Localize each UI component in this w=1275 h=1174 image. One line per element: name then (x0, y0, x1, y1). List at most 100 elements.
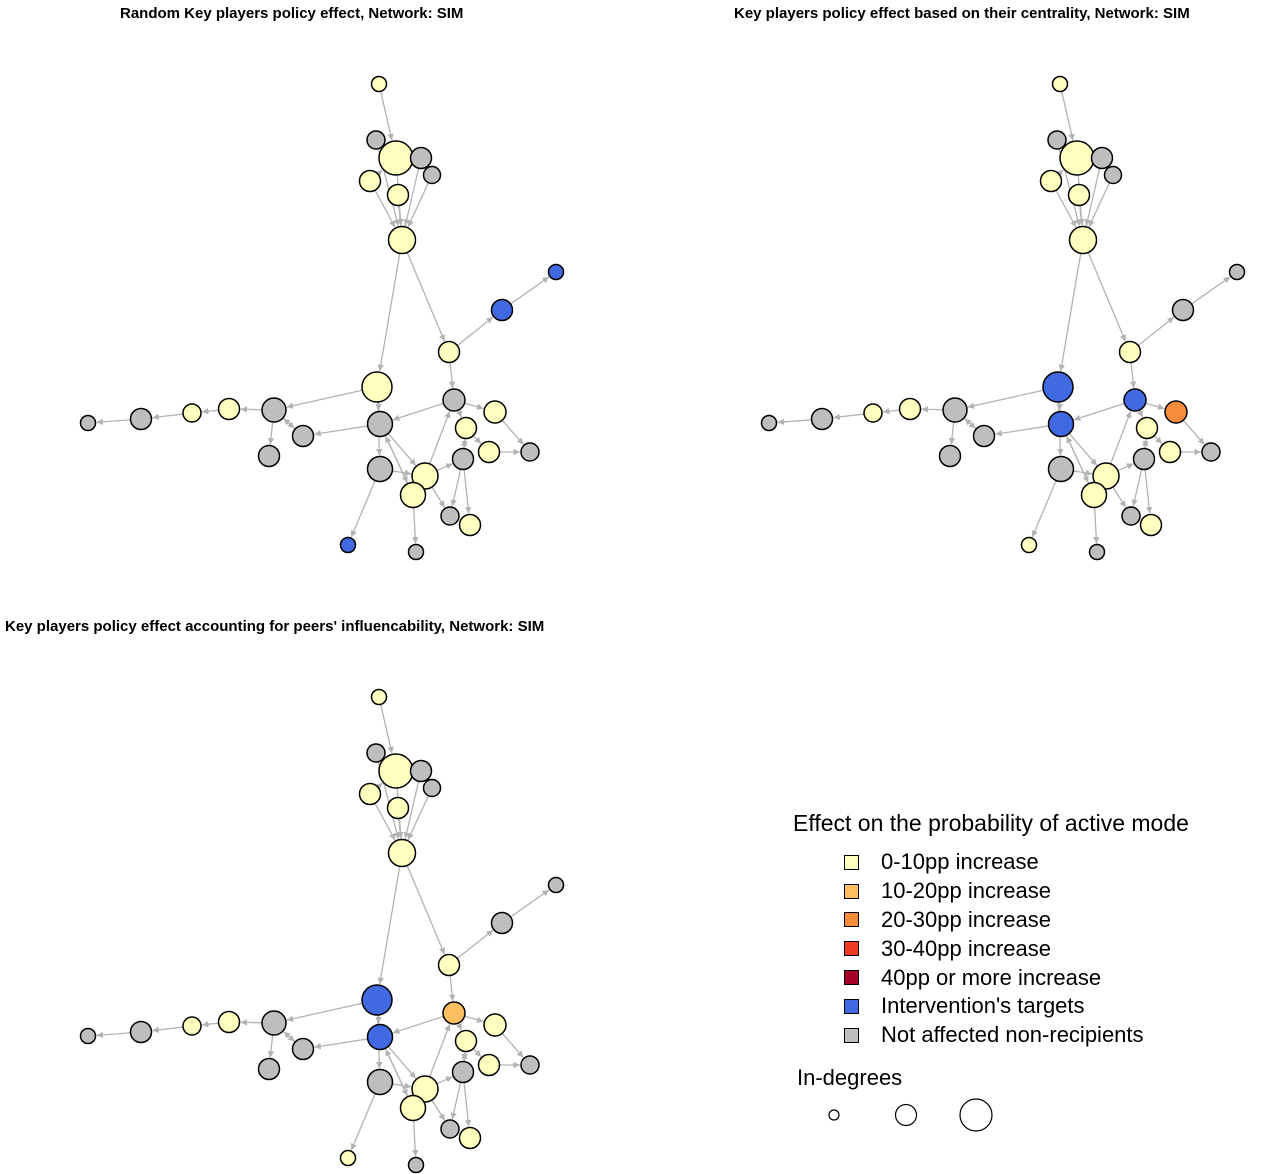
network-edge (375, 1014, 382, 1024)
network-node (409, 759, 433, 783)
network-node (1201, 442, 1221, 462)
network-node (1047, 410, 1075, 438)
network-node (366, 130, 386, 150)
network-edge (464, 1015, 484, 1023)
panel-title-random: Random Key players policy effect, Networ… (120, 5, 464, 22)
network-edge (385, 1048, 409, 1097)
network-node (366, 1023, 394, 1051)
legend-swatch-5 (844, 998, 859, 1014)
network-edge (436, 463, 453, 472)
network-node (898, 397, 922, 421)
network-node (1164, 400, 1188, 424)
color-legend-title: Effect on the probability of active mode (793, 810, 1189, 836)
network-edge (1144, 469, 1153, 514)
legend-label: 30-40pp increase (881, 935, 1052, 961)
network-node (386, 183, 410, 207)
network-node (261, 1010, 287, 1036)
legend-swatch-6 (844, 1027, 859, 1043)
network-edge (472, 1048, 482, 1058)
network-edge (406, 865, 446, 955)
network-node (437, 340, 461, 364)
network-node (411, 462, 439, 490)
network-node (370, 688, 388, 706)
network-edge (380, 91, 394, 141)
network-edge (455, 409, 463, 418)
network-edge (1056, 169, 1064, 177)
network-node (451, 447, 475, 471)
network-node (942, 397, 968, 423)
legend-swatch-3 (844, 941, 859, 957)
network-edge (375, 401, 382, 411)
network-edge (455, 1022, 463, 1031)
network-node (1067, 183, 1091, 207)
network-edge (350, 480, 376, 538)
network-edge (463, 469, 472, 514)
network-edge (436, 1076, 453, 1085)
network-node (1103, 165, 1123, 185)
network-edge (1136, 409, 1144, 418)
network-node (407, 543, 425, 561)
network-panel-0 (79, 75, 565, 561)
network-edge (411, 1120, 419, 1157)
network-node (938, 444, 962, 468)
network-edge (1112, 486, 1127, 508)
network-edge (1131, 469, 1143, 507)
network-node (361, 371, 393, 403)
network-edge (407, 182, 430, 228)
network-node (366, 410, 394, 438)
network-node (422, 778, 442, 798)
size-legend-medium-circle (894, 1103, 918, 1127)
network-edge (1084, 168, 1101, 227)
network-edge (392, 402, 444, 421)
network-node (1047, 130, 1067, 150)
network-node (1135, 416, 1159, 440)
network-edge (1137, 316, 1175, 346)
network-edge (833, 413, 865, 421)
network-edge (403, 168, 420, 227)
network-edge (374, 189, 396, 228)
network-edge (96, 1031, 131, 1039)
network-edge (374, 802, 396, 841)
network-node (1042, 371, 1074, 403)
network-node (378, 753, 414, 789)
network-edge (472, 435, 482, 445)
network-edge (1129, 362, 1137, 389)
panel-title-influencability: Key players policy effect accounting for… (5, 618, 545, 635)
network-edge (377, 253, 401, 372)
network-panel-1 (760, 75, 1246, 561)
network-node (411, 1075, 439, 1103)
network-edge (1182, 419, 1205, 445)
legend-swatch-0 (844, 854, 859, 870)
network-edge (777, 418, 812, 426)
network-edge (1087, 252, 1127, 342)
network-node (477, 440, 501, 464)
network-node (1139, 513, 1163, 537)
network-edge (406, 252, 446, 342)
network-edge (501, 1032, 524, 1058)
network-node (760, 414, 778, 432)
legend-label: 10-20pp increase (881, 878, 1052, 904)
network-node (1092, 462, 1120, 490)
network-node (442, 1001, 466, 1025)
network-node (490, 911, 514, 935)
network-edge (267, 421, 275, 445)
network-edge (1191, 276, 1231, 305)
network-edge (201, 407, 219, 415)
network-edge (1073, 402, 1125, 421)
network-node (182, 1016, 202, 1036)
network-node (1132, 447, 1156, 471)
network-node (1228, 263, 1246, 281)
legend-label: Not affected non-recipients (881, 1022, 1144, 1048)
network-edge (392, 1082, 412, 1090)
network-node (339, 1149, 357, 1167)
network-edge (411, 507, 419, 544)
legend-item: Intervention's targets (844, 992, 1144, 1021)
network-edge (1142, 439, 1149, 449)
network-node (1059, 140, 1095, 176)
network-edge (461, 439, 468, 449)
legend-item: 20-30pp increase (844, 906, 1144, 935)
network-edge (510, 276, 550, 305)
network-node (129, 407, 153, 431)
network-node (1121, 506, 1141, 526)
network-edge (392, 469, 412, 477)
